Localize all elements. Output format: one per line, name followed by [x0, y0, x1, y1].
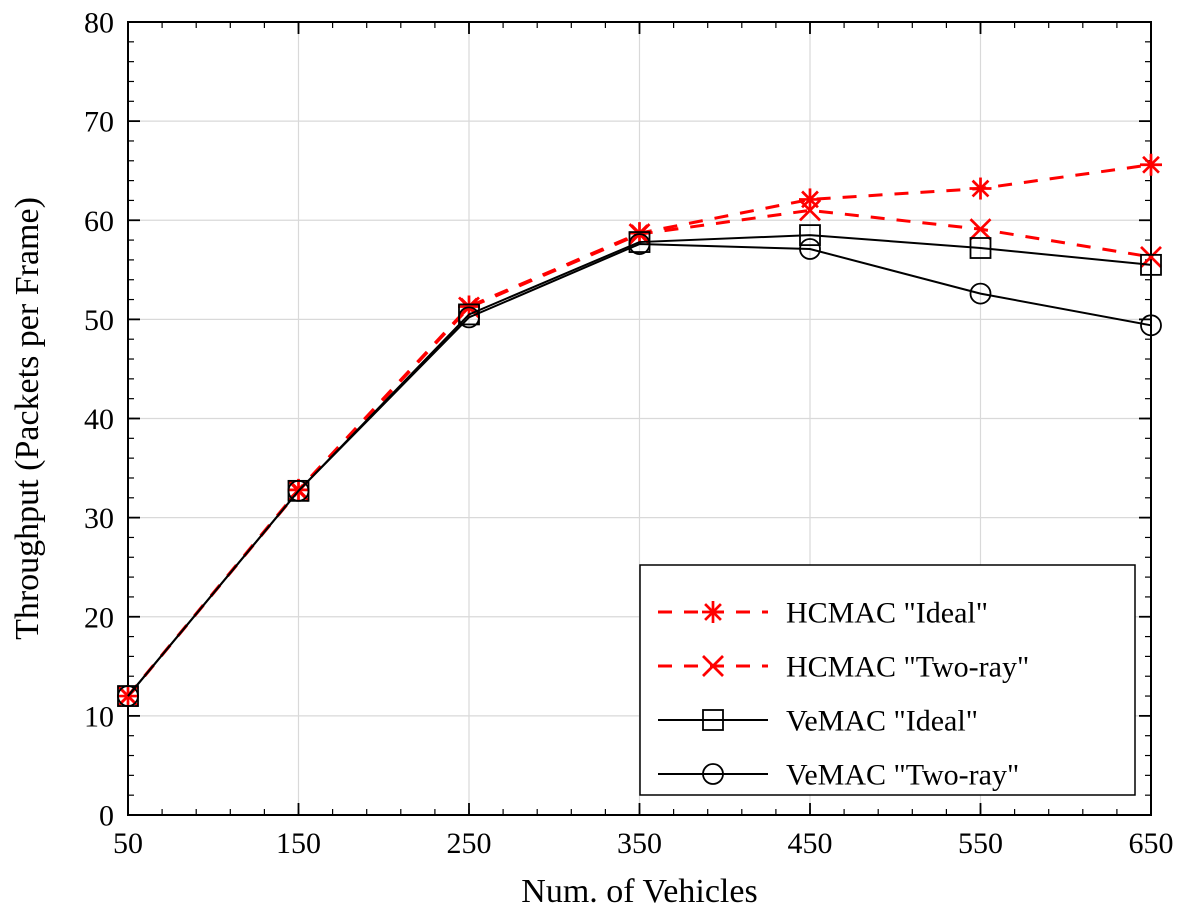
throughput-chart: 50 150 250 350 450 550 650 0 10 20 30 40 50 60 70 80 Num…: [0, 0, 1181, 916]
x-tick-label: 650: [1129, 827, 1174, 860]
x-tick-label: 50: [113, 827, 143, 860]
y-tick-label: 30: [84, 502, 114, 535]
y-tick-label: 10: [84, 700, 114, 733]
legend-label: VeMAC "Ideal": [786, 705, 978, 738]
x-axis-label: Num. of Vehicles: [521, 873, 757, 910]
y-tick-label: 20: [84, 601, 114, 634]
y-tick-label: 40: [84, 403, 114, 436]
x-tick-label: 150: [276, 827, 321, 860]
legend-label: HCMAC "Ideal": [786, 597, 988, 630]
y-axis-label: Throughput (Packets per Frame): [9, 197, 46, 640]
y-tick-label: 0: [99, 800, 114, 833]
legend-label: HCMAC "Two-ray": [786, 651, 1029, 684]
x-tick-label: 450: [788, 827, 833, 860]
y-tick-label: 80: [84, 7, 114, 40]
y-tick-label: 60: [84, 205, 114, 238]
x-tick-label: 550: [958, 827, 1003, 860]
x-tick-label: 250: [447, 827, 492, 860]
legend: HCMAC "Ideal" HCMAC "Two-ray" VeMAC "Ideal…: [640, 565, 1135, 795]
y-tick-label: 70: [84, 106, 114, 139]
y-tick-label: 50: [84, 304, 114, 337]
legend-label: VeMAC "Two-ray": [786, 759, 1019, 792]
chart-svg: 50 150 250 350 450 550 650 0 10 20 30 40 50 60 70 80 Num…: [0, 0, 1181, 916]
x-tick-label: 350: [617, 827, 662, 860]
